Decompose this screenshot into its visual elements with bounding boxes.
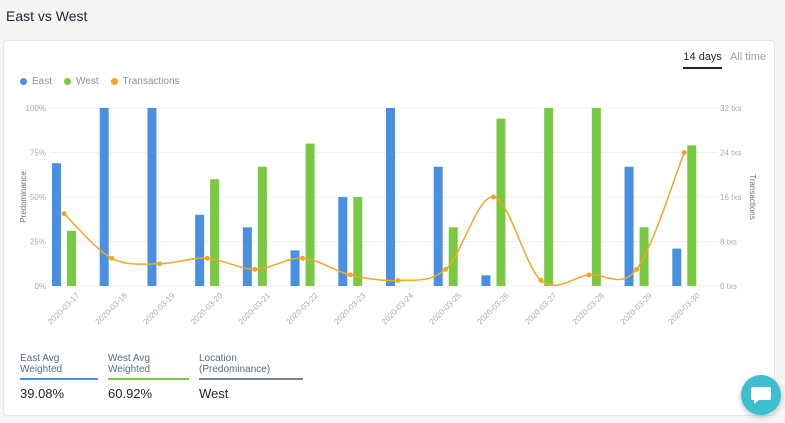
chat-button[interactable] xyxy=(741,375,781,415)
stat-location: Location (Predominance) West xyxy=(199,353,303,401)
transactions-point xyxy=(538,277,544,283)
y2-axis-title: Transactions xyxy=(748,174,757,220)
transactions-point xyxy=(490,194,496,200)
stat-west-avg: West Avg Weighted 60.92% xyxy=(108,353,189,401)
y2-tick-label: 8 txs xyxy=(720,238,737,247)
y-tick-label: 75% xyxy=(30,149,46,158)
chart-plot: 0% 25% 50% 75% 100% 0 txs 8 txs 16 txs 24 txs 32 … xyxy=(19,104,757,327)
x-tick-label: 2020-03-18 xyxy=(94,291,130,327)
bar-east xyxy=(195,214,205,286)
legend-item-west[interactable]: West xyxy=(64,76,99,87)
stat-west-label: West Avg Weighted xyxy=(108,353,189,380)
x-tick-label: 2020-03-29 xyxy=(619,291,655,327)
y2-tick-label: 24 txs xyxy=(720,149,741,158)
stat-west-value: 60.92% xyxy=(108,386,153,401)
transactions-point xyxy=(109,255,115,261)
bar-west xyxy=(591,108,601,286)
bar-east xyxy=(242,227,252,286)
page-title: East vs West xyxy=(6,8,88,24)
range-tabs: 14 days All time xyxy=(683,51,766,69)
legend-dot-west xyxy=(64,78,72,85)
transactions-point xyxy=(61,211,67,217)
transactions-point xyxy=(252,266,258,272)
y-tick-label: 100% xyxy=(26,104,46,113)
tab-14-days[interactable]: 14 days xyxy=(683,51,722,69)
bar-west xyxy=(544,108,554,286)
bar-west xyxy=(687,145,697,286)
bar-west xyxy=(305,143,315,286)
x-tick-label: 2020-03-21 xyxy=(237,291,273,327)
legend-dot-east xyxy=(20,78,27,85)
bar-east xyxy=(147,108,157,286)
transactions-point xyxy=(681,150,687,155)
chart-legend: East West Transactions xyxy=(20,76,180,87)
stat-east-label: East Avg Weighted xyxy=(20,353,98,380)
transactions-point xyxy=(156,261,162,267)
x-tick-label: 2020-03-19 xyxy=(141,291,177,327)
x-tick-label: 2020-03-28 xyxy=(571,291,607,327)
bar-east xyxy=(481,275,491,286)
x-tick-label: 2020-03-25 xyxy=(428,291,464,327)
chat-bubble-icon xyxy=(751,387,771,404)
transactions-point xyxy=(204,255,210,261)
x-tick-label: 2020-03-30 xyxy=(666,291,702,327)
bar-east xyxy=(624,166,634,286)
stats-row: East Avg Weighted 39.08% West Avg Weight… xyxy=(20,353,303,401)
bar-west xyxy=(353,197,363,286)
bar-west xyxy=(257,166,267,286)
transactions-point xyxy=(347,272,353,278)
legend-item-transactions[interactable]: Transactions xyxy=(110,76,180,87)
x-tick-label: 2020-03-27 xyxy=(523,291,559,327)
x-tick-label: 2020-03-20 xyxy=(189,291,225,327)
bar-east xyxy=(338,197,348,286)
bar-west xyxy=(210,179,220,286)
bar-east xyxy=(433,166,443,286)
legend-label-west: West xyxy=(76,76,99,87)
stat-east-avg: East Avg Weighted 39.08% xyxy=(20,353,98,401)
x-tick-label: 2020-03-24 xyxy=(380,291,416,327)
x-tick-label: 2020-03-26 xyxy=(475,291,511,327)
y2-tick-label: 0 txs xyxy=(720,282,737,291)
legend-item-east[interactable]: East xyxy=(20,76,52,87)
legend-label-transactions: Transactions xyxy=(122,76,180,87)
stat-east-value: 39.08% xyxy=(20,386,65,401)
y-tick-label: 50% xyxy=(30,193,46,202)
bar-west xyxy=(448,227,458,286)
transactions-point xyxy=(300,255,306,261)
tab-all-time[interactable]: All time xyxy=(729,51,766,63)
bar-east xyxy=(52,163,61,286)
legend-label-east: East xyxy=(32,76,53,87)
transactions-point xyxy=(634,266,640,272)
bar-east xyxy=(99,108,109,286)
transactions-point xyxy=(443,266,449,272)
y2-tick-label: 16 txs xyxy=(720,193,741,202)
transactions-line xyxy=(63,152,685,287)
bar-east xyxy=(386,108,395,286)
transactions-point xyxy=(395,277,401,283)
chart-card: 14 days All time East West Transactions … xyxy=(3,40,775,416)
stat-location-value: West xyxy=(199,386,229,401)
bar-east xyxy=(672,248,682,286)
bar-west xyxy=(67,230,76,286)
y2-tick-label: 32 txs xyxy=(720,104,741,113)
x-tick-label: 2020-03-17 xyxy=(46,291,82,327)
legend-dot-transactions xyxy=(110,78,118,85)
transactions-point xyxy=(586,272,592,278)
x-tick-label: 2020-03-23 xyxy=(332,291,368,327)
stat-location-label: Location (Predominance) xyxy=(199,353,303,380)
y-tick-label: 25% xyxy=(30,238,46,247)
y-axis-title: Predominance xyxy=(19,171,28,223)
y-tick-label: 0% xyxy=(34,282,46,291)
bar-east xyxy=(290,250,300,286)
x-tick-label: 2020-03-22 xyxy=(285,291,321,327)
